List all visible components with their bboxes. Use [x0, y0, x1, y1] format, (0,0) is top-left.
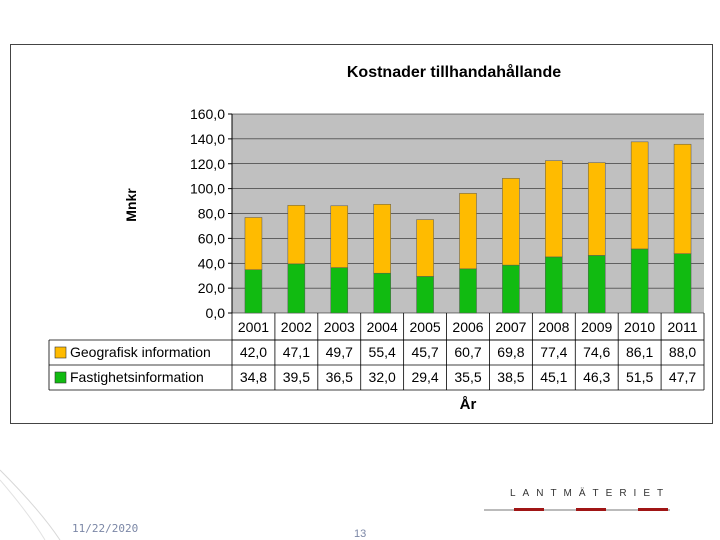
x-tick-label: 2009 [581, 319, 612, 335]
data-label: 38,5 [497, 369, 524, 385]
legend-label: Geografisk information [70, 344, 211, 360]
logo-bar-red-2 [576, 508, 606, 511]
data-label: 74,6 [583, 344, 610, 360]
data-label: 55,4 [369, 344, 396, 360]
x-axis-label: År [460, 396, 477, 413]
bar-fastighetsinformation [587, 255, 606, 314]
x-tick-label: 2007 [495, 319, 526, 335]
data-label: 47,7 [669, 369, 696, 385]
data-label: 49,7 [326, 344, 353, 360]
data-label: 45,7 [411, 344, 438, 360]
data-label: 42,0 [240, 344, 267, 360]
y-tick-label: 60,0 [198, 230, 225, 246]
y-tick-label: 80,0 [198, 206, 225, 222]
bar-geografisk-information [244, 217, 263, 270]
data-label: 86,1 [626, 344, 653, 360]
decorative-curve [0, 469, 61, 540]
bar-fastighetsinformation [330, 267, 349, 314]
data-label: 32,0 [369, 369, 396, 385]
legend-swatch [54, 371, 67, 384]
bar-fastighetsinformation [373, 272, 391, 314]
x-tick-label: 2003 [324, 319, 355, 335]
data-label: 34,8 [240, 369, 267, 385]
chart-title: Kostnader tillhandahållande [347, 63, 561, 81]
data-label: 39,5 [283, 369, 310, 385]
y-axis-label: Mnkr [123, 188, 139, 222]
stacked-bar-chart: Kostnader tillhandahållande 0,0 20,0 40,0 60… [48, 63, 705, 413]
x-tick-label: 2004 [367, 319, 398, 335]
footer-page-number: 13 [354, 528, 367, 540]
y-tick-label: 20,0 [198, 280, 225, 296]
bar-geografisk-information [287, 205, 306, 265]
data-label: 45,1 [540, 369, 567, 385]
bar-fastighetsinformation [244, 269, 263, 314]
data-label: 60,7 [454, 344, 481, 360]
bar-geografisk-information [545, 160, 563, 258]
bar-fastighetsinformation [459, 268, 477, 314]
chart-frame: Kostnader tillhandahållande 0,0 20,0 40,0 60… [10, 44, 713, 424]
bar-fastighetsinformation [673, 253, 692, 314]
bar-geografisk-information [630, 141, 649, 250]
logo-text: LANTMÄTERIET [510, 488, 671, 499]
x-tick-label: 2008 [538, 319, 569, 335]
bar-geografisk-information [330, 205, 349, 268]
legend-swatch [54, 346, 67, 359]
y-tick-label: 40,0 [198, 255, 225, 271]
legend-label: Fastighetsinformation [70, 369, 204, 385]
footer-date: 11/22/2020 [72, 522, 139, 535]
bar-geografisk-information [416, 219, 434, 277]
bar-fastighetsinformation [630, 248, 649, 314]
data-label: 77,4 [540, 344, 567, 360]
data-label: 36,5 [326, 369, 353, 385]
data-label: 69,8 [497, 344, 524, 360]
logo-bar-red-3 [638, 508, 668, 511]
data-label: 29,4 [411, 369, 438, 385]
logo-bar-red-1 [514, 508, 544, 511]
x-tick-label: 2006 [452, 319, 483, 335]
bar-geografisk-information [587, 162, 606, 256]
data-label: 46,3 [583, 369, 610, 385]
x-tick-label: 2002 [281, 319, 312, 335]
bar-geografisk-information [373, 204, 391, 274]
bar-geografisk-information [459, 193, 477, 270]
bar-geografisk-information [502, 178, 520, 266]
y-tick-label: 140,0 [190, 131, 225, 147]
bar-fastighetsinformation [545, 256, 563, 314]
data-label: 51,5 [626, 369, 653, 385]
bar-fastighetsinformation [416, 276, 434, 314]
data-label: 35,5 [454, 369, 481, 385]
x-tick-label: 2001 [238, 319, 269, 335]
bar-geografisk-information [673, 143, 692, 254]
x-tick-label: 2010 [624, 319, 655, 335]
x-tick-label: 2005 [410, 319, 441, 335]
x-tick-label: 2011 [667, 319, 697, 335]
data-label: 88,0 [669, 344, 696, 360]
bar-fastighetsinformation [287, 263, 306, 314]
lantmateriet-logo: LANTMÄTERIET [484, 488, 670, 514]
y-tick-label: 0,0 [206, 305, 226, 321]
data-label: 47,1 [283, 344, 310, 360]
y-tick-label: 120,0 [190, 156, 225, 172]
y-tick-label: 160,0 [190, 106, 225, 122]
y-tick-label: 100,0 [190, 181, 225, 197]
bar-fastighetsinformation [502, 264, 520, 314]
